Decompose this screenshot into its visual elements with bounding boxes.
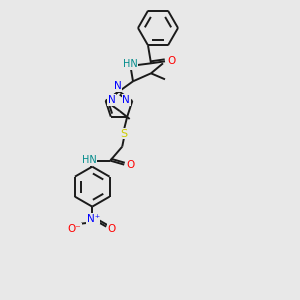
Text: N: N bbox=[108, 95, 116, 105]
Text: N: N bbox=[114, 81, 122, 91]
Text: O⁻: O⁻ bbox=[68, 224, 81, 234]
Text: N⁺: N⁺ bbox=[87, 214, 100, 224]
Text: HN: HN bbox=[123, 59, 137, 69]
Text: N: N bbox=[122, 95, 130, 105]
Text: S: S bbox=[121, 129, 128, 139]
Text: HN: HN bbox=[82, 154, 97, 165]
Text: O: O bbox=[126, 160, 134, 170]
Text: O: O bbox=[107, 224, 116, 234]
Text: O: O bbox=[167, 56, 175, 66]
